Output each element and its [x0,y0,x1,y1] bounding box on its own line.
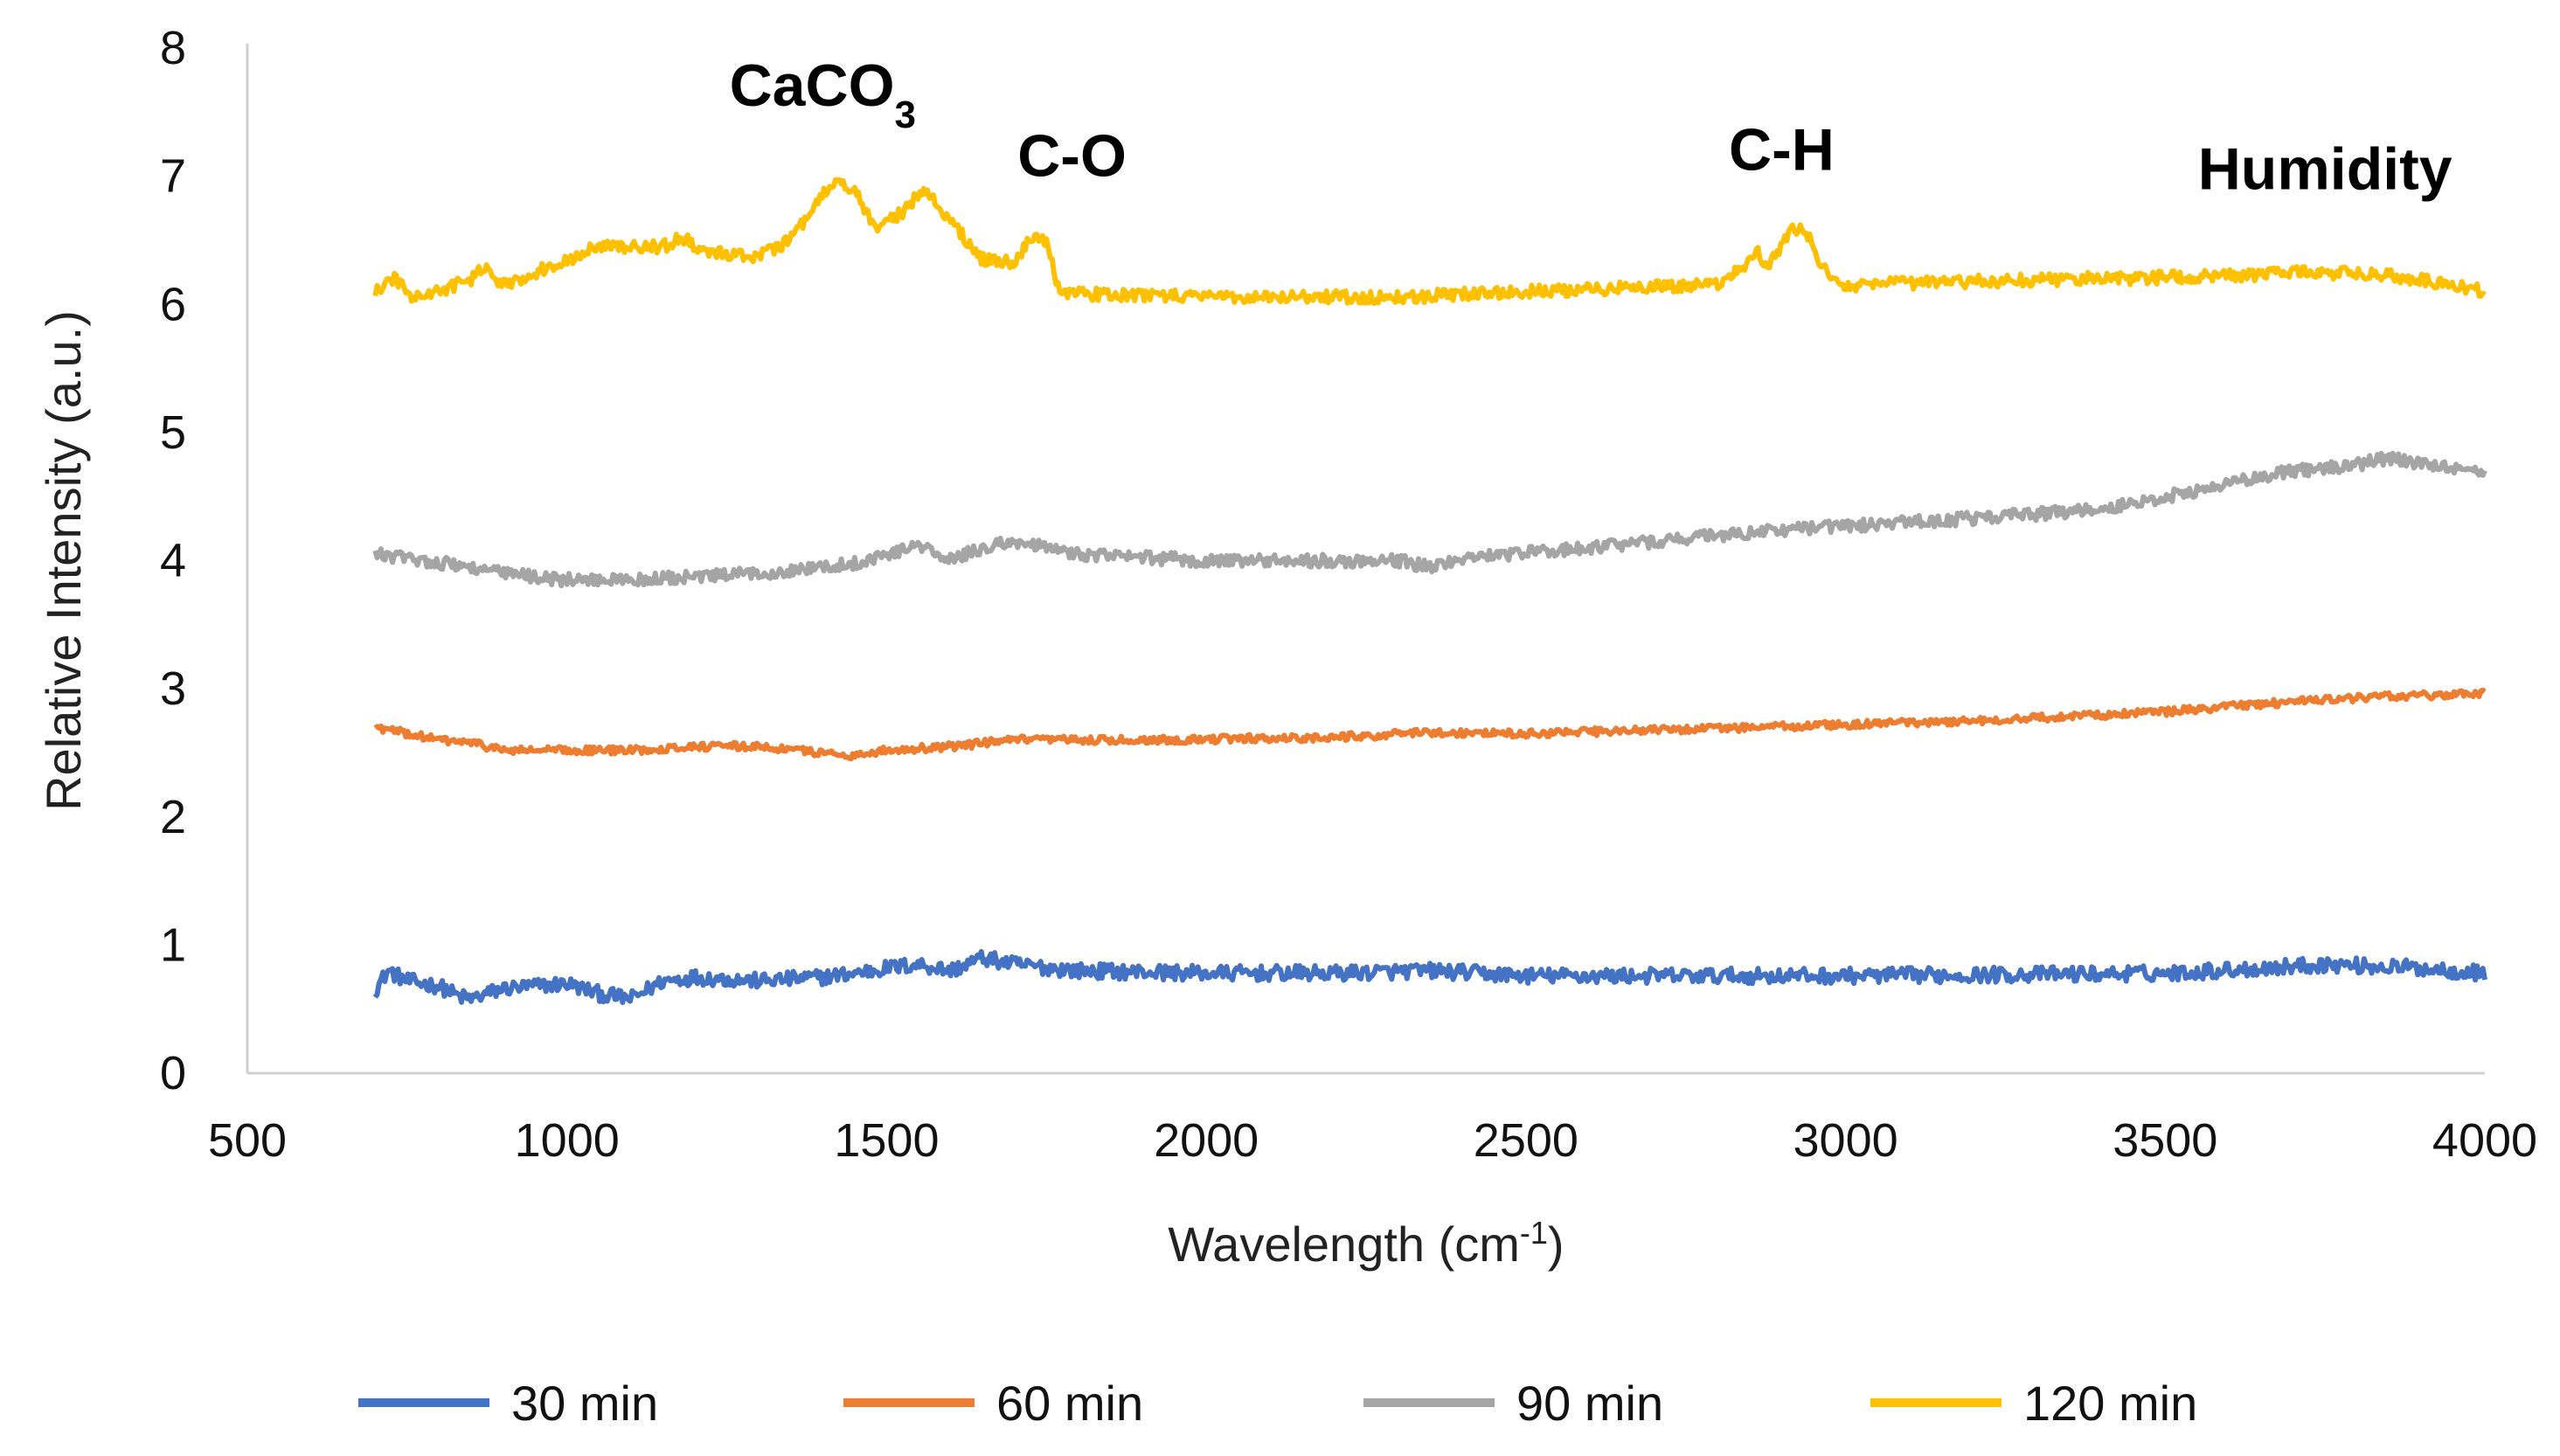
y-tick-label: 3 [160,662,186,715]
y-tick-label: 4 [160,535,186,587]
x-tick-label: 2500 [1474,1114,1578,1167]
y-tick-label: 0 [160,1047,186,1099]
peak-annotations: CaCO3 C-O C-H Humidity [730,52,2452,202]
legend-label: 30 min [511,1376,658,1431]
series-line [372,450,2487,589]
y-tick-label: 8 [160,22,186,74]
y-tick-label: 5 [160,406,186,459]
x-tick-label: 2000 [1154,1114,1259,1167]
x-tick-label: 4000 [2432,1114,2537,1167]
x-axis-title: Wavelength (cm-1) [1168,1215,1564,1272]
peak-annotation: Humidity [2198,135,2452,202]
x-axis-title-end: ) [1548,1217,1564,1272]
series-line [372,948,2487,1005]
y-tick-label: 1 [160,919,186,971]
x-axis-ticks: 500 1000 1500 2000 2500 3000 3500 4000 [208,1114,2537,1167]
x-tick-label: 1500 [834,1114,939,1167]
peak-annotation: C-O [1017,123,1127,190]
x-axis-title-sup: -1 [1520,1215,1548,1251]
series-line [373,687,2487,762]
legend: 30 min 60 min 90 min 120 min [358,1376,2197,1431]
peak-annotation: C-H [1729,116,1835,183]
legend-item: 60 min [843,1376,1143,1431]
series-lines [372,177,2487,1005]
legend-item: 90 min [1363,1376,1663,1431]
peak-annotation: CaCO3 [730,52,916,136]
x-tick-label: 500 [208,1114,287,1167]
y-axis-title: Relative Intensity (a.u.) [36,310,91,811]
y-tick-label: 6 [160,278,186,330]
x-axis-title-base: Wavelength (cm [1168,1217,1520,1272]
series-line [372,177,2487,307]
legend-label: 90 min [1516,1376,1663,1431]
x-tick-label: 3000 [1793,1114,1898,1167]
legend-item: 120 min [1870,1376,2197,1431]
legend-item: 30 min [358,1376,658,1431]
y-tick-label: 7 [160,150,186,203]
y-axis-ticks: 0 1 2 3 4 5 6 7 8 [160,22,186,1099]
x-tick-label: 1000 [515,1114,620,1167]
plot-axes [246,44,2485,1075]
legend-label: 60 min [996,1376,1143,1431]
x-tick-label: 3500 [2113,1114,2217,1167]
legend-label: 120 min [2023,1376,2197,1431]
y-tick-label: 2 [160,791,186,843]
